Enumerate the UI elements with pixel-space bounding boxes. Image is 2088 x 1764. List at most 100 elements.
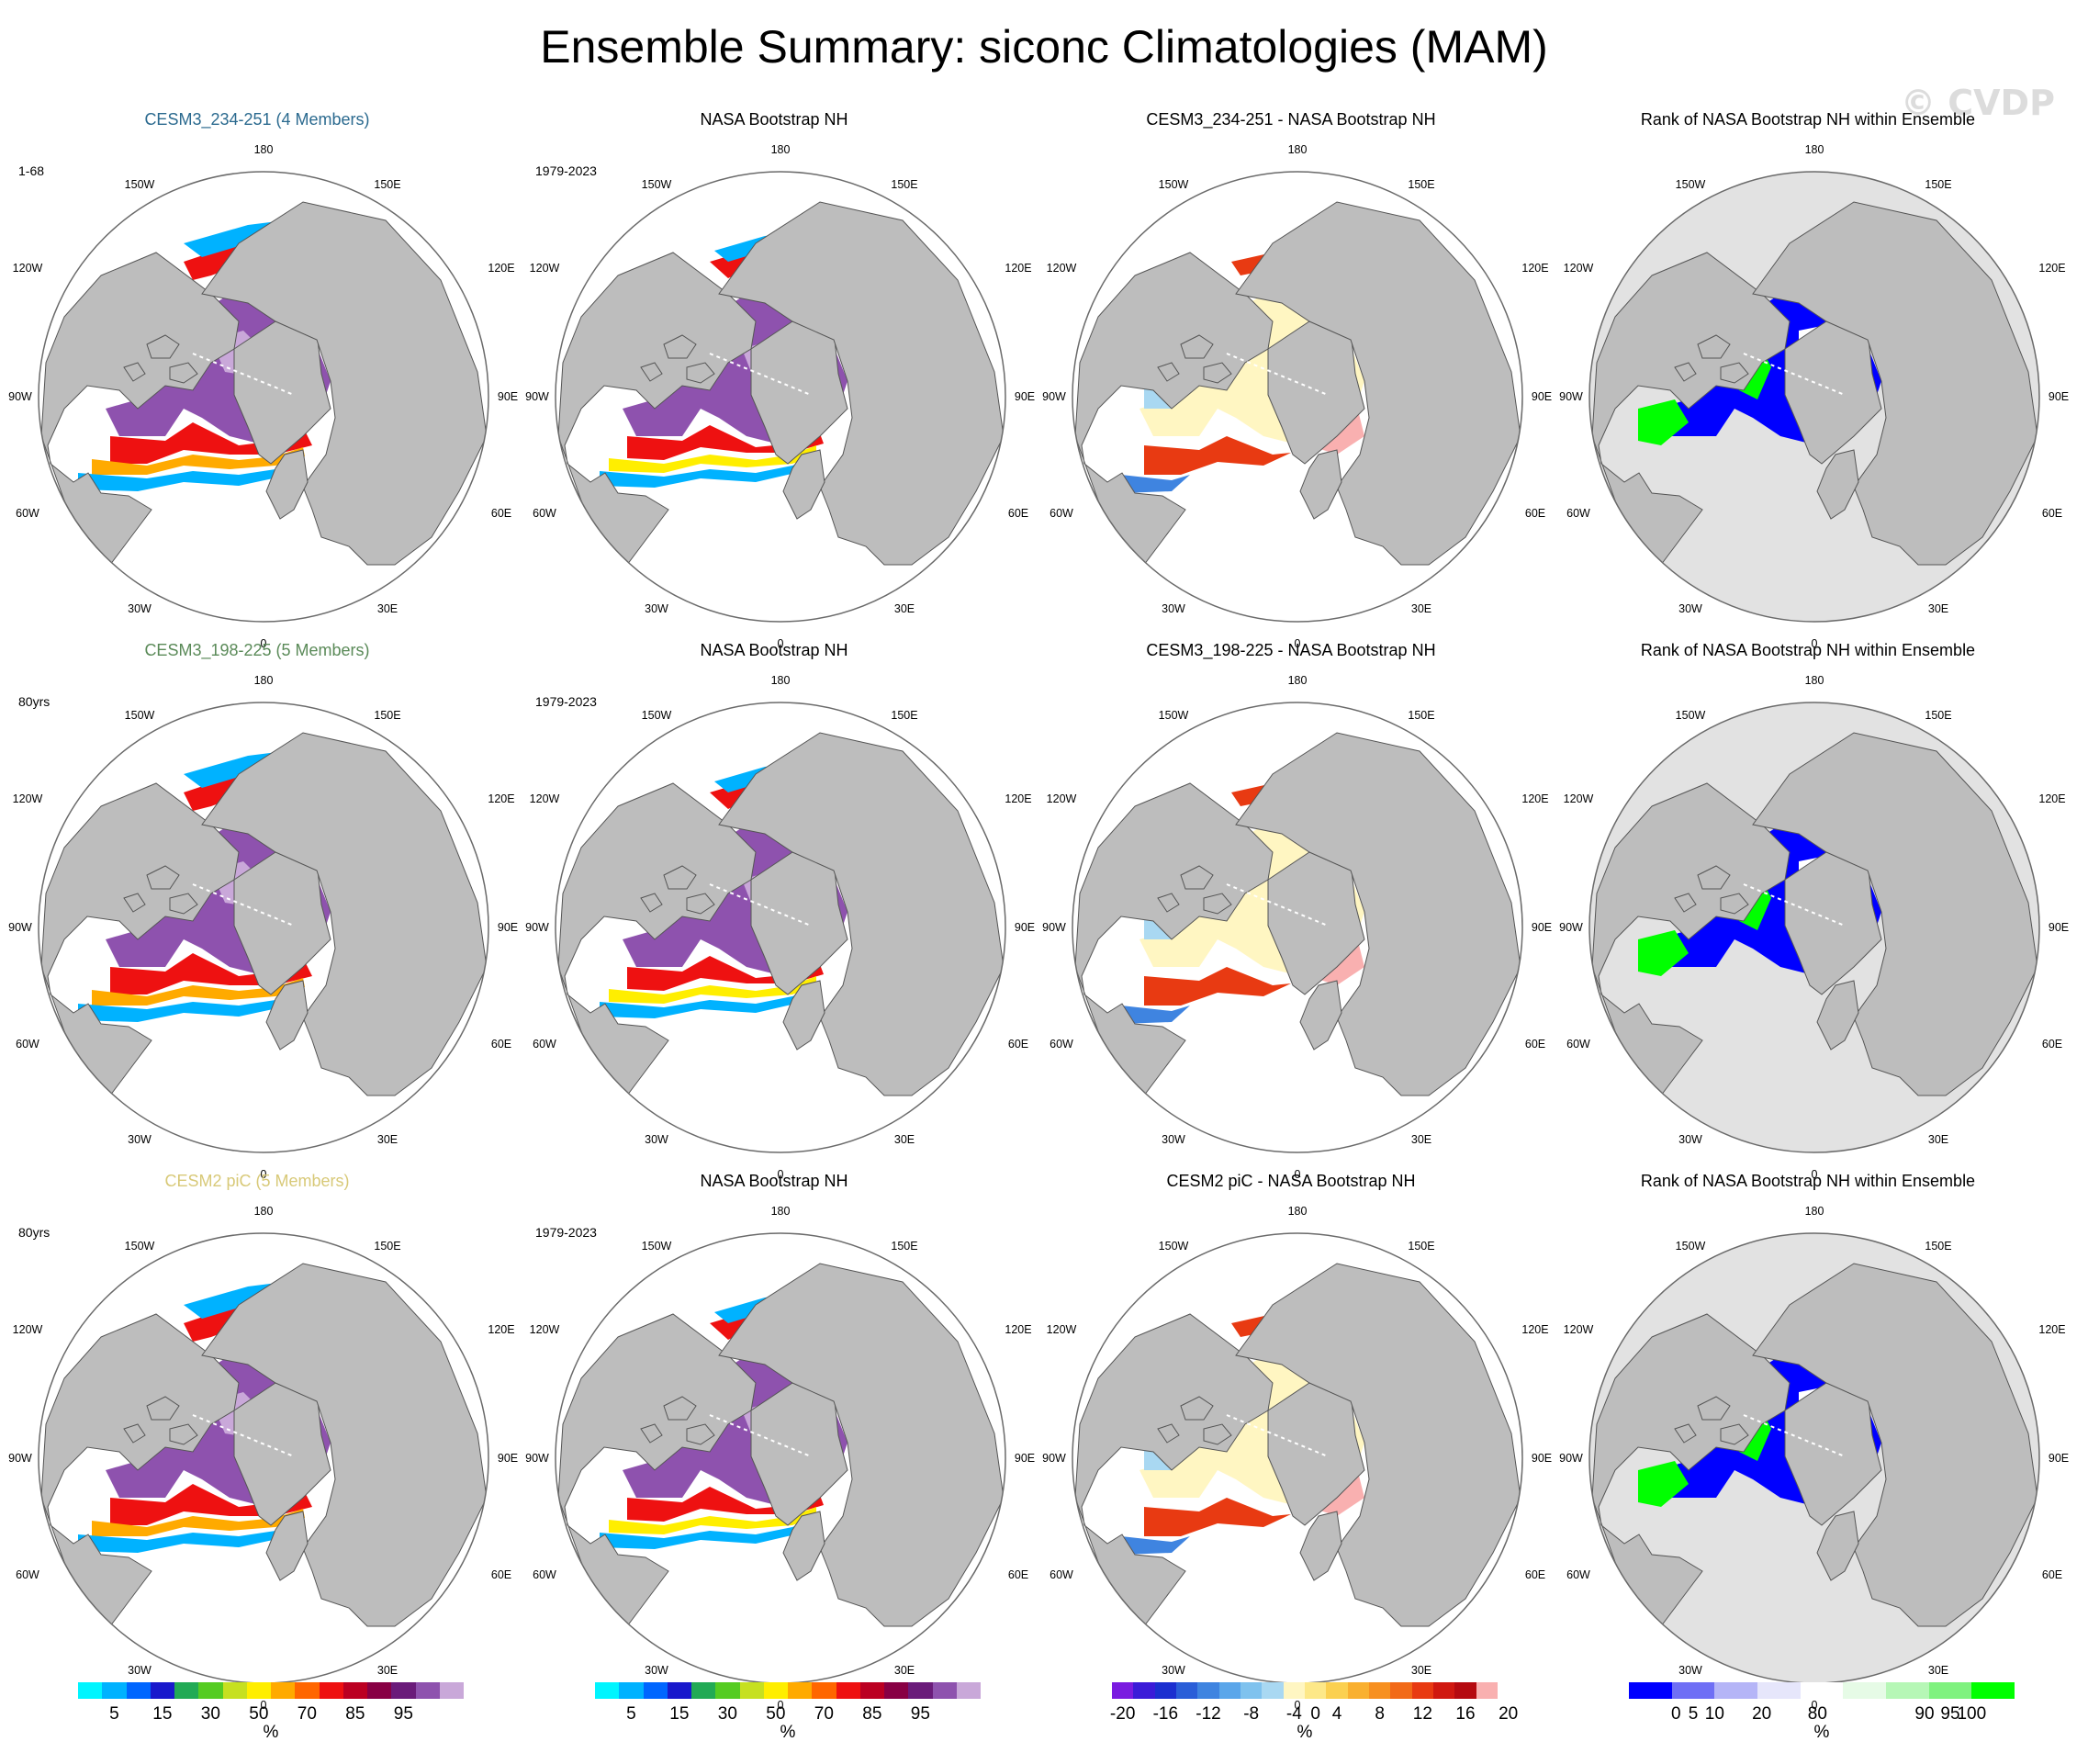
lon-label-lower-left: 30W <box>645 602 668 615</box>
land-4 <box>146 865 180 890</box>
lon-label-left: 90W <box>1042 1452 1066 1465</box>
ice-field-3 <box>92 1509 305 1536</box>
land-4 <box>663 1396 697 1421</box>
colorbar-tick-label: 0 <box>1310 1704 1320 1724</box>
lon-label-left: 90W <box>1042 390 1066 403</box>
panel-title: CESM3_198-225 - NASA Bootstrap NH <box>1146 641 1436 659</box>
colorbar-unit: % <box>263 1723 279 1742</box>
panel-title: NASA Bootstrap NH <box>700 110 848 129</box>
lon-label-lower-right: 30E <box>1928 1133 1948 1146</box>
map-boundary <box>1588 702 2040 1153</box>
land-3 <box>1299 1511 1342 1581</box>
lon-label-right-lower: 60E <box>491 1568 511 1581</box>
colorbar-swatch <box>295 1682 320 1699</box>
lon-label-lower-left: 30W <box>645 1133 668 1146</box>
land-5 <box>1720 1423 1749 1445</box>
lon-label-right-upper: 120E <box>1521 1323 1548 1336</box>
ice-field-4 <box>600 991 806 1018</box>
land-6 <box>1674 362 1697 382</box>
lon-label-right-lower: 60E <box>1525 507 1545 520</box>
land-2 <box>1752 1263 2038 1627</box>
ice-field-4 <box>1121 1536 1190 1555</box>
colorbar-swatch <box>367 1682 392 1699</box>
panel-title: Rank of NASA Bootstrap NH within Ensembl… <box>1640 110 1976 129</box>
lon-label-bottom: 0 <box>261 1699 267 1712</box>
land-4 <box>663 334 697 359</box>
colorbar-swatch <box>198 1682 223 1699</box>
land-2 <box>718 1263 1005 1627</box>
lon-label-lower-right: 30E <box>377 602 398 615</box>
land-3 <box>782 1511 825 1581</box>
colorbar-swatch <box>1800 1682 1844 1699</box>
lon-label-upper-left: 150W <box>125 178 155 191</box>
land-6 <box>1157 1423 1180 1444</box>
colorbar-tick-label: 70 <box>814 1704 834 1724</box>
colorbar-tick-label: -8 <box>1243 1704 1260 1724</box>
lon-label-left-upper: 120W <box>1047 792 1077 805</box>
colorbar-tick-label: 0 <box>1671 1704 1681 1724</box>
land-2 <box>718 732 1005 1096</box>
lon-label-right: 90E <box>1532 921 1552 934</box>
polar-map: 180 0 150W 150E 120W 120E 90W 90E 60W 60E 30W 30E <box>1042 674 1552 1181</box>
lon-label-upper-left: 150W <box>1159 178 1189 191</box>
colorbar-swatch <box>932 1682 957 1699</box>
period-label: 1979-2023 <box>535 163 597 178</box>
lon-label-left-upper: 120W <box>1564 1323 1594 1336</box>
colorbar-swatch <box>342 1682 367 1699</box>
panel-title: CESM2 piC (5 Members) <box>164 1172 350 1190</box>
polar-map: 180 0 150W 150E 120W 120E 90W 90E 60W 60E 30W 30E <box>1559 1205 2069 1712</box>
lon-label-top: 180 <box>771 1205 791 1218</box>
map-boundary <box>38 702 489 1153</box>
colorbar-swatch <box>415 1682 440 1699</box>
colorbar-swatch <box>763 1682 788 1699</box>
siconc-colorbar-obs: 5 15 30 50 70 85 95% <box>595 1682 999 1747</box>
lon-label-right: 90E <box>1532 1452 1552 1465</box>
lon-label-lower-left: 30W <box>1162 602 1185 615</box>
land-2 <box>1752 732 2038 1096</box>
lon-label-upper-left: 150W <box>1676 1240 1706 1253</box>
colorbar-swatch <box>78 1682 103 1699</box>
colorbar-swatch <box>126 1682 151 1699</box>
lon-label-lower-right: 30E <box>377 1664 398 1677</box>
lon-label-right: 90E <box>2049 390 2069 403</box>
land-6 <box>1157 893 1180 913</box>
colorbar-swatch <box>1885 1682 1929 1699</box>
panel-title: Rank of NASA Bootstrap NH within Ensembl… <box>1640 641 1976 659</box>
lon-label-lower-left: 30W <box>1162 1664 1185 1677</box>
colorbar-swatch <box>319 1682 343 1699</box>
lon-label-left-upper: 120W <box>530 262 560 275</box>
map-boundary <box>38 171 489 623</box>
lon-label-upper-right: 150E <box>1408 709 1434 722</box>
land-5 <box>169 362 198 384</box>
lon-label-lower-left: 30W <box>128 602 152 615</box>
land-2 <box>1752 201 2038 566</box>
colorbar-tick-label: 12 <box>1412 1704 1432 1724</box>
lon-label-top: 180 <box>254 674 274 687</box>
lon-label-right-upper: 120E <box>488 792 514 805</box>
land-4 <box>146 1396 180 1421</box>
colorbar-swatch <box>1175 1682 1198 1699</box>
figure-title: Ensemble Summary: siconc Climatologies (… <box>540 21 1548 73</box>
map-panel: NASA Bootstrap NH 1979-2023 180 0 150W 150E 12… <box>517 110 1035 650</box>
lon-label-lower-left: 30W <box>645 1664 668 1677</box>
panel-title: CESM3_234-251 - NASA Bootstrap NH <box>1146 110 1436 129</box>
colorbar-tick-label: 10 <box>1704 1704 1724 1724</box>
map-panel: CESM3_198-225 - NASA Bootstrap NH 180 0 150… <box>1034 641 1552 1181</box>
lon-label-left: 90W <box>1042 921 1066 934</box>
lon-label-upper-right: 150E <box>1925 1240 1951 1253</box>
lon-label-top: 180 <box>771 143 791 156</box>
colorbar-swatch <box>1262 1682 1284 1699</box>
colorbar-swatch <box>956 1682 981 1699</box>
land-5 <box>686 362 715 384</box>
lon-label-bottom: 0 <box>1812 1699 1818 1712</box>
panel-title: NASA Bootstrap NH <box>700 641 848 659</box>
polar-map: 180 0 150W 150E 120W 120E 90W 90E 60W 60E 30W 30E <box>8 1205 518 1712</box>
ice-field-3 <box>609 976 816 1004</box>
polar-map: 180 0 150W 150E 120W 120E 90W 90E 60W 60E 30W 30E <box>8 143 518 650</box>
lon-label-left: 90W <box>525 921 549 934</box>
land-5 <box>686 893 715 915</box>
lon-label-upper-left: 150W <box>1676 178 1706 191</box>
lon-label-right-lower: 60E <box>2042 1038 2062 1051</box>
lon-label-left: 90W <box>525 1452 549 1465</box>
colorbar-swatch <box>1347 1682 1369 1699</box>
